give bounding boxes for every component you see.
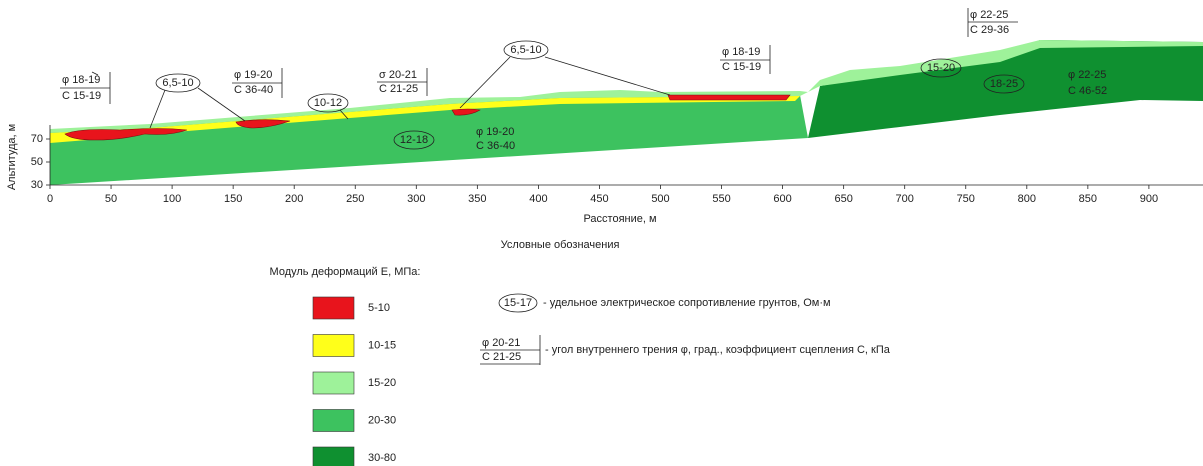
legend-label: 5-10 [368,302,390,314]
strength-text: - угол внутреннего трения φ, град., коэф… [545,344,891,356]
y-tick-label: 50 [31,156,43,168]
modulus-title: Модуль деформаций Е, МПа: [270,266,421,278]
phi-label: φ 22-25 [1068,69,1106,81]
x-tick-label: 400 [529,193,547,205]
phi-example: φ 20-21 [482,337,520,349]
legend-label: 30-80 [368,452,396,464]
x-tick-label: 100 [163,193,181,205]
resistivity-label: 6,5-10 [162,77,193,89]
legend-label: 10-15 [368,339,396,351]
c-label: С 29-36 [970,24,1009,36]
c-label: С 15-19 [722,61,761,73]
y-axis-label: Альтитуда, м [6,124,18,190]
phi-label: φ 22-25 [970,9,1008,21]
x-tick-label: 550 [712,193,730,205]
resistivity-label: 18-25 [990,78,1018,90]
x-tick-label: 600 [773,193,791,205]
legend-swatch [313,447,354,466]
legend-swatch [313,372,354,394]
resistivity-text: - удельное электрическое сопротивление г… [543,297,831,309]
legend-swatch [313,297,354,319]
c-label: С 21-25 [379,83,418,95]
y-tick-label: 30 [31,179,43,191]
section-figure: 0 50 100 150 200 250 300 350 400 450 500 550 600 650 7… [0,0,1203,466]
resistivity-label: 10-12 [314,97,342,109]
x-tick-label: 200 [285,193,303,205]
legend-classes: 5-10 10-15 15-20 20-30 30-80 [313,297,396,466]
legend-swatch [313,335,354,357]
phi-label: φ 18-19 [722,46,760,58]
resistivity-label: 6,5-10 [510,44,541,56]
c-label: С 36-40 [476,140,515,152]
x-tick-label: 300 [407,193,425,205]
x-tick-label: 350 [468,193,486,205]
x-tick-label: 750 [957,193,975,205]
c-example: С 21-25 [482,351,521,363]
resistivity-label: 12-18 [400,134,428,146]
x-tick-label: 700 [896,193,914,205]
y-tick-label: 70 [31,133,43,145]
phi-label: φ 19-20 [476,126,514,138]
phi-label: σ 20-21 [379,69,417,81]
x-tick-label: 150 [224,193,242,205]
x-tick-label: 900 [1140,193,1158,205]
x-tick-label: 650 [834,193,852,205]
phi-label: φ 19-20 [234,69,272,81]
x-tick-label: 850 [1079,193,1097,205]
x-tick-label: 50 [105,193,117,205]
c-label: С 46-52 [1068,85,1107,97]
c-label: С 15-19 [62,90,101,102]
x-tick-label: 500 [651,193,669,205]
x-tick-label: 0 [47,193,53,205]
legend-title: Условные обозначения [501,239,620,251]
x-tick-label: 250 [346,193,364,205]
legend-label: 15-20 [368,377,396,389]
resistivity-example: 15-17 [504,297,532,309]
x-axis-label: Расстояние, м [583,213,656,225]
legend-swatch [313,410,354,432]
phi-label: φ 18-19 [62,74,100,86]
x-tick-label: 450 [590,193,608,205]
x-tick-label: 800 [1018,193,1036,205]
resistivity-label: 15-20 [927,62,955,74]
legend-label: 20-30 [368,414,396,426]
c-label: С 36-40 [234,84,273,96]
